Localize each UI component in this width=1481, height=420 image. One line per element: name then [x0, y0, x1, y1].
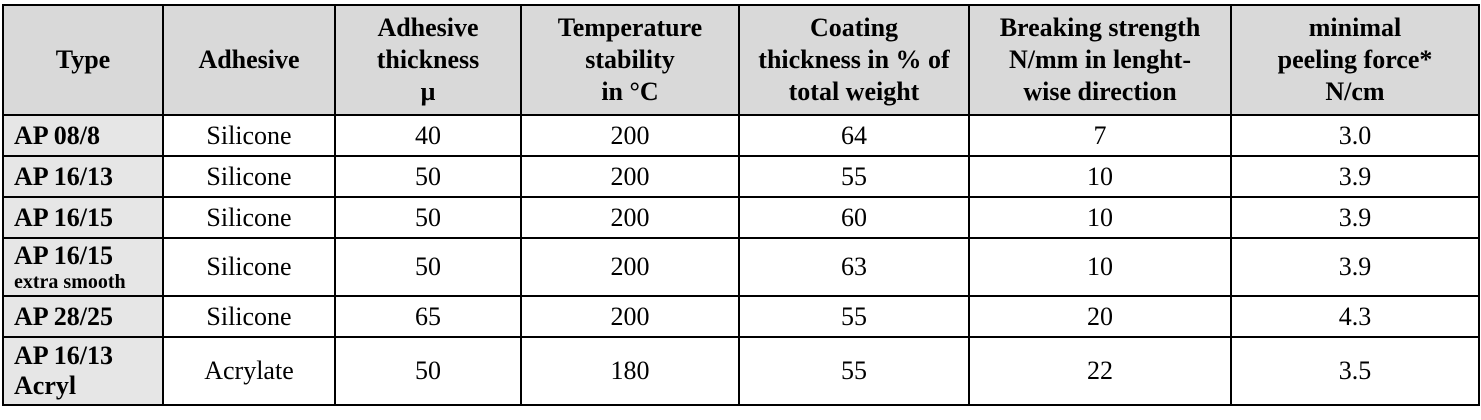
header-line: peeling force*: [1277, 45, 1433, 74]
header-temperature-stability: Temperature stability in °C: [520, 4, 740, 116]
header-line: thickness in % of: [758, 45, 950, 74]
product-spec-table: Type Adhesive Adhesive thickness µ Tempe…: [2, 4, 1480, 406]
type-cell: AP 16/13: [2, 155, 164, 198]
type-cell: AP 16/15 extra smooth: [2, 237, 164, 297]
temperature-cell: 200: [520, 114, 740, 157]
header-line: µ: [420, 77, 436, 106]
temperature-cell: 200: [520, 196, 740, 239]
header-peeling-force: minimal peeling force* N/cm: [1230, 4, 1480, 116]
header-line: Adhesive: [377, 13, 479, 42]
peeling-cell: 3.9: [1230, 196, 1480, 239]
coating-cell: 55: [738, 336, 970, 406]
table-row: AP 28/25 Silicone 65 200 55 20 4.3: [2, 295, 1480, 338]
coating-cell: 55: [738, 155, 970, 198]
breaking-cell: 10: [968, 196, 1232, 239]
header-adhesive: Adhesive: [162, 4, 336, 116]
breaking-cell: 7: [968, 114, 1232, 157]
type-label: AP 08/8: [14, 120, 100, 150]
type-label: AP 16/13: [14, 341, 113, 370]
temperature-cell: 180: [520, 336, 740, 406]
header-line: minimal: [1308, 13, 1402, 42]
adhesive-cell: Silicone: [162, 295, 336, 338]
temperature-cell: 200: [520, 295, 740, 338]
header-type-line: Type: [55, 45, 111, 74]
type-cell: AP 16/13 Acryl: [2, 336, 164, 406]
breaking-cell: 10: [968, 155, 1232, 198]
header-line: Temperature: [557, 13, 703, 42]
table-row: AP 16/13 Acryl Acrylate 50 180 55 22 3.5: [2, 336, 1480, 406]
peeling-cell: 3.5: [1230, 336, 1480, 406]
coating-cell: 60: [738, 196, 970, 239]
type-label-second-line: Acryl: [14, 371, 77, 400]
type-cell: AP 08/8: [2, 114, 164, 157]
table-row: AP 08/8 Silicone 40 200 64 7 3.0: [2, 114, 1480, 157]
coating-cell: 55: [738, 295, 970, 338]
temperature-cell: 200: [520, 237, 740, 297]
adhesive-cell: Acrylate: [162, 336, 336, 406]
header-adhesive-line: Adhesive: [198, 45, 300, 74]
header-type: Type: [2, 4, 164, 116]
header-line: total weight: [788, 77, 920, 106]
header-line: thickness: [376, 45, 480, 74]
header-line: wise direction: [1023, 77, 1177, 106]
header-line: N/mm in lenght-: [1009, 45, 1191, 74]
peeling-cell: 3.0: [1230, 114, 1480, 157]
header-adhesive-thickness: Adhesive thickness µ: [334, 4, 522, 116]
header-line: N/cm: [1325, 77, 1385, 106]
type-label: AP 16/13: [14, 161, 113, 191]
thickness-cell: 50: [334, 155, 522, 198]
adhesive-cell: Silicone: [162, 196, 336, 239]
header-coating-thickness: Coating thickness in % of total weight: [738, 4, 970, 116]
header-line: stability: [585, 45, 675, 74]
peeling-cell: 4.3: [1230, 295, 1480, 338]
type-cell: AP 28/25: [2, 295, 164, 338]
thickness-cell: 65: [334, 295, 522, 338]
breaking-cell: 22: [968, 336, 1232, 406]
header-breaking-strength: Breaking strength N/mm in lenght- wise d…: [968, 4, 1232, 116]
table-row: AP 16/15 Silicone 50 200 60 10 3.9: [2, 196, 1480, 239]
header-line: Coating: [809, 13, 899, 42]
thickness-cell: 50: [334, 237, 522, 297]
breaking-cell: 20: [968, 295, 1232, 338]
table-row: AP 16/13 Silicone 50 200 55 10 3.9: [2, 155, 1480, 198]
type-cell: AP 16/15: [2, 196, 164, 239]
adhesive-cell: Silicone: [162, 155, 336, 198]
type-label: AP 16/15: [14, 202, 113, 232]
type-sublabel: extra smooth: [14, 271, 126, 293]
coating-cell: 64: [738, 114, 970, 157]
coating-cell: 63: [738, 237, 970, 297]
header-row: Type Adhesive Adhesive thickness µ Tempe…: [2, 4, 1480, 116]
breaking-cell: 10: [968, 237, 1232, 297]
peeling-cell: 3.9: [1230, 155, 1480, 198]
thickness-cell: 40: [334, 114, 522, 157]
temperature-cell: 200: [520, 155, 740, 198]
thickness-cell: 50: [334, 336, 522, 406]
table-row: AP 16/15 extra smooth Silicone 50 200 63…: [2, 237, 1480, 297]
peeling-cell: 3.9: [1230, 237, 1480, 297]
header-line: in °C: [601, 77, 659, 106]
adhesive-cell: Silicone: [162, 237, 336, 297]
adhesive-cell: Silicone: [162, 114, 336, 157]
type-label: AP 28/25: [14, 301, 113, 331]
thickness-cell: 50: [334, 196, 522, 239]
type-label: AP 16/15: [14, 241, 113, 270]
header-line: Breaking strength: [999, 13, 1201, 42]
